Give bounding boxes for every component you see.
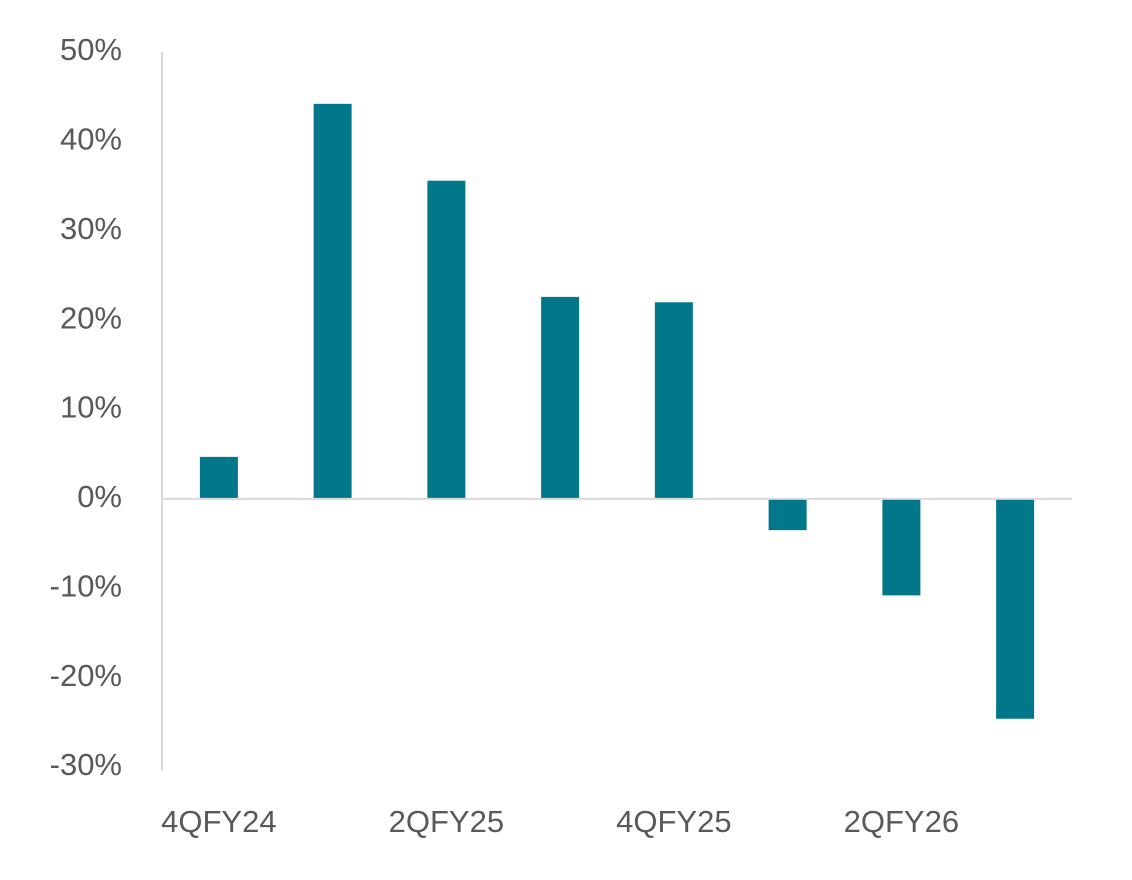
- x-tick-label: 2QFY25: [389, 804, 504, 839]
- bar: [768, 498, 807, 531]
- bar: [996, 498, 1035, 719]
- bar: [541, 296, 580, 499]
- y-tick-label: 50%: [60, 32, 122, 67]
- y-tick-label: -20%: [50, 658, 122, 693]
- bar: [882, 498, 921, 596]
- y-tick-label: 30%: [60, 211, 122, 246]
- bar: [313, 103, 352, 499]
- y-tick-label: 10%: [60, 390, 122, 425]
- y-tick-label: -10%: [50, 568, 122, 603]
- y-tick-label: 0%: [77, 479, 122, 514]
- x-tick-label: 4QFY25: [616, 804, 731, 839]
- y-tick-label: 40%: [60, 122, 122, 157]
- bar: [654, 302, 693, 499]
- y-tick-label: -30%: [50, 747, 122, 782]
- y-tick-label: 20%: [60, 300, 122, 335]
- bar: [199, 456, 238, 499]
- x-tick-label: 4QFY24: [161, 804, 276, 839]
- x-tick-label: 2QFY26: [844, 804, 959, 839]
- bar: [427, 180, 466, 499]
